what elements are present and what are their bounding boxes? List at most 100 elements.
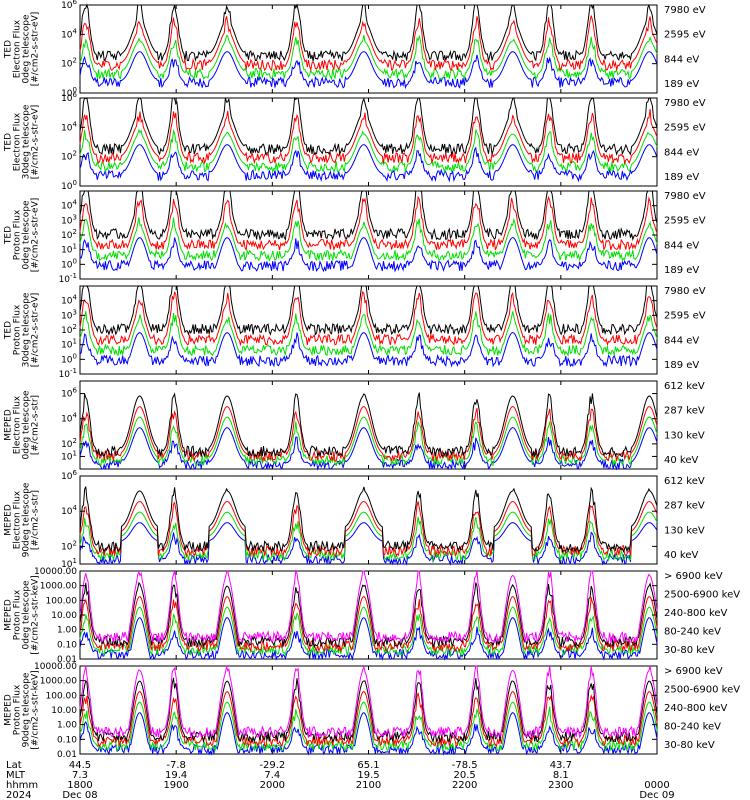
panel-6: 101 102 104 106 MEPEDElectron Flux90deg tele… xyxy=(4,469,705,570)
y-tick-label: 1000.00 xyxy=(40,582,77,592)
legend-entry: 189 eV xyxy=(664,172,699,183)
y-tick-label: 100 xyxy=(61,352,77,365)
y-tick-label: 106 xyxy=(61,469,77,482)
series-line-blue xyxy=(79,332,658,368)
lat-label: -78.5 xyxy=(452,760,478,771)
y-axis-label-line: Electron Flux xyxy=(13,490,23,549)
series-line-black xyxy=(79,3,658,62)
series-line-red xyxy=(79,595,658,653)
date-label: Dec 09 xyxy=(639,790,674,800)
legend-entry: > 6900 keV xyxy=(664,666,723,677)
legend-entry: 7980 eV xyxy=(664,98,706,109)
legend-entry: 130 keV xyxy=(664,525,705,536)
panel-2: 100 102 104 106 TEDElectron Flux30deg telesc… xyxy=(4,91,706,192)
y-tick-label: 10.00 xyxy=(51,706,77,716)
y-tick-label: 104 xyxy=(61,199,77,212)
legend-entry: 240-800 keV xyxy=(664,608,728,619)
legend-entry: 2595 eV xyxy=(664,311,706,322)
mlt-label: 20.5 xyxy=(454,770,476,781)
x-row-label: Lat xyxy=(6,760,22,771)
legend-entry: 844 eV xyxy=(664,147,699,158)
series-line-black xyxy=(79,96,658,157)
y-tick-label: 0.01 xyxy=(57,750,77,760)
series-line-green xyxy=(79,511,658,562)
mlt-label: 19.5 xyxy=(357,770,379,781)
y-tick-label: 0.10 xyxy=(57,735,77,745)
date-label: Dec 08 xyxy=(62,790,97,800)
legend-entry: 287 keV xyxy=(664,501,705,512)
legend-entry: 844 eV xyxy=(664,54,699,65)
hhmm-label: 2100 xyxy=(356,780,381,791)
lat-label: 65.1 xyxy=(357,760,379,771)
series-line-red xyxy=(79,690,658,748)
y-axis-label-line: [#/cm2-s-str] xyxy=(31,395,41,455)
y-tick-label: 106 xyxy=(61,387,77,400)
y-tick-label: 100 xyxy=(61,179,77,192)
y-tick-label: 0.10 xyxy=(57,640,77,650)
legend-entry: 2500-6900 keV xyxy=(664,590,740,601)
y-tick-label: 104 xyxy=(61,294,77,307)
y-tick-label: 103 xyxy=(61,213,77,226)
legend-entry: 240-800 keV xyxy=(664,703,728,714)
y-tick-label: 102 xyxy=(61,228,77,241)
series-line-green xyxy=(79,311,658,357)
legend-entry: 130 keV xyxy=(664,430,705,441)
y-axis-label-line: MEPED xyxy=(4,504,14,536)
y-axis-label-line: TED xyxy=(4,133,14,152)
y-axis-label-line: [#/cm2-s-str-eV] xyxy=(31,198,41,273)
lat-label: -29.2 xyxy=(259,760,285,771)
y-axis-label: MEPEDProton Flux0deg telescope[#/cm2-s-s… xyxy=(4,575,41,654)
y-axis-label: TEDProton Flux0deg telescope[#/cm2-s-str… xyxy=(4,198,41,273)
y-axis-label: TEDElectron Flux30deg telescope[#/cm2-s-… xyxy=(4,104,41,179)
legend-entry: 2595 eV xyxy=(664,216,706,227)
y-tick-label: 104 xyxy=(61,27,77,40)
legend-entry: 612 keV xyxy=(664,476,705,487)
y-axis-label-line: MEPED xyxy=(4,409,14,441)
y-axis-label: MEPEDProton Flux90deg telescope[#/cm2-s-… xyxy=(4,670,41,749)
y-tick-label: 100.00 xyxy=(46,691,78,701)
y-tick-label: 104 xyxy=(61,412,77,425)
legend-entry: 40 keV xyxy=(664,550,698,561)
y-axis-label-line: [#/cm2-s-str-eV] xyxy=(31,105,41,180)
y-tick-label: 101 xyxy=(61,449,77,462)
series-line-blue xyxy=(79,51,658,90)
series-line-red xyxy=(79,405,658,463)
y-tick-label: 0.01 xyxy=(57,655,77,665)
y-tick-label: 101 xyxy=(61,557,77,570)
series-line-black xyxy=(79,581,658,649)
y-axis-label-line: TED xyxy=(4,321,14,340)
panel-1: 100 102 104 106 TEDElectron Flux0deg telesco… xyxy=(4,0,706,99)
legend-entry: 80-240 keV xyxy=(664,627,721,638)
legend-entry: 7980 eV xyxy=(664,5,706,16)
y-axis-label-line: [#/cm2-s-str-eV] xyxy=(31,12,41,87)
y-axis-label: MEPEDElectron Flux90deg telescope[#/cm2-… xyxy=(4,482,41,557)
legend-entry: 189 eV xyxy=(664,360,699,371)
y-axis-label-line: 0deg telescope xyxy=(22,390,32,460)
hhmm-label: 1900 xyxy=(163,780,188,791)
series-line-magenta xyxy=(79,569,658,644)
y-axis-label-line: 0deg telescope xyxy=(22,14,32,84)
x-row-label: hhmm xyxy=(6,780,38,791)
legend-entry: 30-80 keV xyxy=(664,740,715,751)
y-tick-label: 102 xyxy=(61,323,77,336)
y-axis-label-line: Electron Flux xyxy=(13,19,23,78)
legend-entry: > 6900 keV xyxy=(664,571,723,582)
series-line-black xyxy=(79,285,658,337)
y-axis-label-line: Proton Flux xyxy=(13,209,23,260)
legend-entry: 844 eV xyxy=(664,240,699,251)
legend-entry: 7980 eV xyxy=(664,286,706,297)
series-line-red xyxy=(79,500,658,558)
legend-entry: 7980 eV xyxy=(664,191,706,202)
y-axis-label-line: TED xyxy=(4,40,14,59)
legend-entry: 844 eV xyxy=(664,335,699,346)
series-line-blue xyxy=(79,711,658,756)
y-tick-label: 100 xyxy=(61,257,77,270)
y-tick-label: 102 xyxy=(61,150,77,163)
mlt-label: 8.1 xyxy=(553,770,569,781)
